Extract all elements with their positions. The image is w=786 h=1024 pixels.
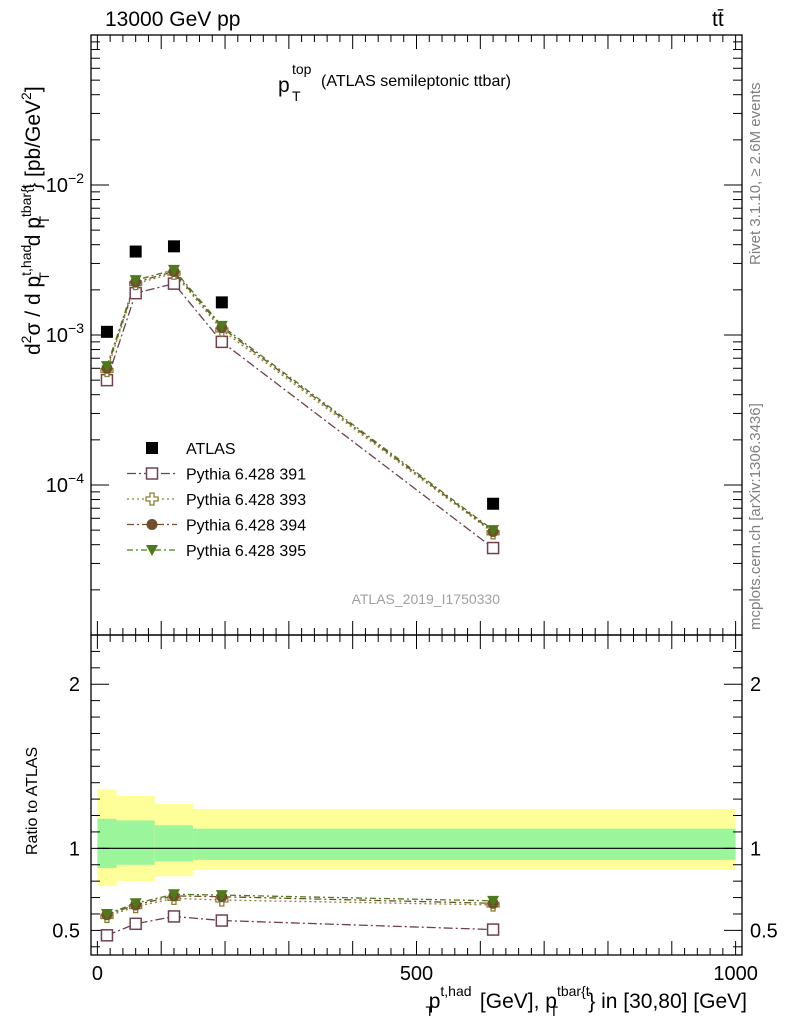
atlas-data-point xyxy=(487,497,500,510)
y-tick-label-ratio-left: 0.5 xyxy=(52,920,80,942)
mc-point-main xyxy=(486,541,500,555)
plot-title: p top T (ATLAS semileptonic ttbar) xyxy=(278,61,511,104)
legend-marker xyxy=(145,467,159,480)
legend-marker xyxy=(145,492,159,506)
y-tick-label-ratio-left: 2 xyxy=(69,674,80,696)
legend-entry-label: Pythia 6.428 395 xyxy=(186,543,306,560)
data-markers xyxy=(100,240,500,942)
legend-marker xyxy=(146,519,158,530)
x-tick-label: 0 xyxy=(92,963,103,985)
mc-point-ratio xyxy=(129,898,142,910)
mc-point-ratio xyxy=(100,929,114,942)
mc-point-main xyxy=(100,361,113,373)
title-rest: (ATLAS semileptonic ttbar) xyxy=(321,73,511,90)
mc-point-ratio xyxy=(167,889,180,901)
svg-text:p: p xyxy=(278,74,290,97)
x-axis-label: pt,had T [GeV], ptbar{t T} in [30,80] [GeV… xyxy=(426,983,747,1019)
mc-point-main xyxy=(215,335,229,349)
mc-point-ratio xyxy=(215,890,228,902)
y-axis-label-ratio: Ratio to ATLAS xyxy=(24,747,41,855)
mcplots-label: mcplots.cern.ch [arXiv:1306.3436] xyxy=(747,403,764,630)
x-tick-label: 1000 xyxy=(713,963,758,985)
mc-point-main xyxy=(487,525,500,537)
title-sub: T xyxy=(292,88,301,104)
atlas-data-point xyxy=(215,296,228,309)
mc-point-main xyxy=(167,264,180,276)
atlas-data-point xyxy=(129,245,142,258)
y-tick-label-main: 10−4 xyxy=(46,470,84,497)
mc-point-ratio xyxy=(100,908,113,920)
y-tick-label-main: 10−2 xyxy=(46,170,84,197)
legend: ATLAS Pythia 6.428 391 Pythia 6.428 393 Pyt… xyxy=(127,441,306,560)
y-tick-label-ratio-right: 1 xyxy=(750,838,761,860)
mc-point-ratio xyxy=(129,917,142,931)
mc-point-main xyxy=(215,320,228,332)
band-inner-1 xyxy=(116,820,155,865)
ratio-plot-frame xyxy=(90,634,743,956)
atlas-data-point xyxy=(167,240,180,253)
atlas-data-point xyxy=(100,325,113,338)
y-tick-label-ratio-right: 2 xyxy=(750,674,761,696)
series-line-ratio-0 xyxy=(106,915,494,936)
band-inner-0 xyxy=(97,818,117,869)
title-sup: top xyxy=(292,61,312,77)
series-line-ratio-1 xyxy=(106,897,494,918)
mc-point-main xyxy=(129,275,142,287)
series-line-ratio-2 xyxy=(106,895,494,916)
legend-entry-label: Pythia 6.428 391 xyxy=(186,467,306,484)
tick-labels: 0 500 1000 0.5 0.5 1 1 2 2 10−4 10−3 10−2 xyxy=(46,170,778,985)
title-main: p xyxy=(278,74,290,97)
legend-entry-label: ATLAS xyxy=(186,441,236,458)
legend-entry-label: Pythia 6.428 393 xyxy=(186,492,306,509)
rivet-label: Rivet 3.1.10, ≥ 2.6M events xyxy=(747,83,764,266)
mc-point-ratio xyxy=(486,923,500,936)
legend-marker xyxy=(146,545,158,556)
y-tick-label-main: 10−3 xyxy=(46,320,84,347)
energy-label: 13000 GeV pp xyxy=(105,8,240,31)
x-tick-label: 500 xyxy=(400,963,433,985)
mc-point-ratio xyxy=(215,914,229,927)
legend-marker xyxy=(146,442,158,454)
y-axis-label-main: d2σ / d pt,hadT d ptbar{tT} [pb/GeV2] xyxy=(18,86,52,355)
axis-ticks xyxy=(91,35,742,955)
band-inner-2 xyxy=(154,825,194,862)
band-inner-3 xyxy=(193,828,736,860)
y-tick-label-ratio-right: 0.5 xyxy=(750,920,778,942)
analysis-id: ATLAS_2019_I1750330 xyxy=(352,591,501,607)
legend-entry-label: Pythia 6.428 394 xyxy=(186,518,306,535)
y-tick-label-ratio-left: 1 xyxy=(69,838,80,860)
ratio-bands xyxy=(97,789,736,887)
process-label: tt̄ xyxy=(712,8,724,31)
mc-point-ratio xyxy=(487,895,500,907)
mc-point-ratio xyxy=(167,910,181,923)
